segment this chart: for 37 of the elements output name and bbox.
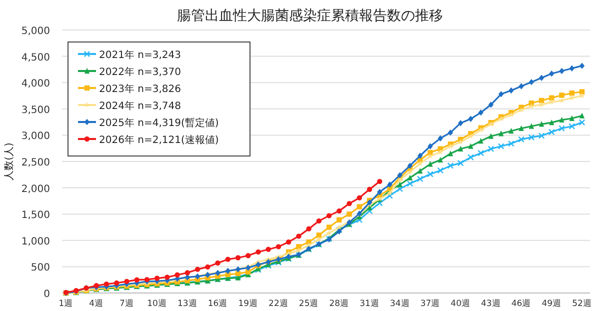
x-tick-label: 31週	[360, 298, 380, 309]
x-tick-label: 46週	[511, 298, 532, 309]
chart-title: 腸管出血性大腸菌感染症累積報告数の推移	[177, 8, 443, 24]
legend-label: 2023年 n=3,826	[99, 83, 181, 95]
legend-label: 2026年 n=2,121(速報値)	[99, 134, 219, 146]
y-axis-title: 人数(人)	[4, 142, 15, 180]
x-tick-label: 22週	[268, 298, 288, 309]
x-tick-label: 10週	[147, 298, 167, 309]
y-tick-label: 2,500	[21, 158, 50, 168]
x-tick-label: 1週	[58, 298, 74, 309]
legend-label: 2022年 n=3,370	[99, 66, 181, 78]
y-tick-label: 1,500	[21, 210, 50, 222]
x-tick-label: 49週	[542, 298, 562, 309]
x-tick-label: 16週	[208, 298, 228, 309]
x-tick-label: 40週	[450, 298, 470, 309]
x-tick-label: 7週	[119, 298, 134, 309]
legend-label: 2021年 n=3,243	[99, 49, 181, 61]
x-tick-label: 28週	[329, 298, 350, 309]
x-tick-label: 43週	[481, 298, 501, 309]
legend-label: 2024年 n=3,748	[99, 100, 181, 112]
y-tick-label: 5,000	[21, 26, 50, 37]
y-tick-label: 3,500	[21, 104, 50, 116]
y-tick-label: 4,500	[21, 52, 50, 64]
x-tick-label: 34週	[390, 298, 410, 309]
x-tick-label: 25週	[298, 298, 319, 309]
x-tick-label: 4週	[89, 298, 104, 309]
legend-label: 2025年 n=4,319(暫定値)	[99, 117, 219, 129]
x-tick-label: 19週	[238, 298, 258, 309]
x-tick-label: 52週	[572, 298, 592, 309]
y-tick-label: 0	[44, 289, 50, 300]
y-tick-label: 3,000	[21, 131, 50, 142]
y-tick-label: 1,000	[21, 236, 50, 248]
x-tick-label: 37週	[420, 298, 440, 309]
y-tick-label: 500	[30, 262, 50, 274]
y-tick-label: 2,000	[21, 184, 50, 195]
x-tick-label: 13週	[178, 298, 198, 309]
y-tick-label: 4,000	[21, 78, 50, 90]
